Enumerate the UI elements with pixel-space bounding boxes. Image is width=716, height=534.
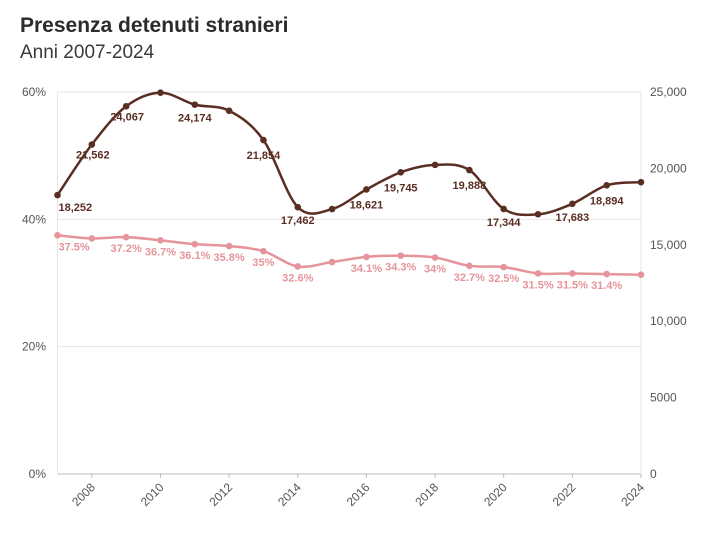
data-point (363, 186, 370, 193)
series-line (56, 91, 643, 217)
y-left-tick-label: 0% (29, 467, 47, 481)
data-point (54, 231, 61, 239)
data-point (88, 235, 96, 242)
data-point (534, 210, 542, 218)
data-label: 32.6% (282, 272, 313, 284)
data-label: 24,174 (178, 113, 213, 125)
data-point (534, 270, 542, 277)
x-tick-label: 2008 (69, 480, 98, 509)
data-point (191, 240, 199, 248)
data-label: 21,562 (76, 150, 110, 162)
data-label: 35% (252, 257, 274, 269)
data-point (637, 271, 645, 279)
data-point (260, 247, 267, 255)
chart-subtitle: Anni 2007-2024 (20, 42, 155, 63)
data-point (294, 203, 302, 211)
data-label: 37.2% (111, 243, 142, 255)
data-label: 31.5% (557, 279, 588, 291)
data-point (500, 205, 508, 213)
data-point (191, 101, 199, 108)
data-point (225, 107, 233, 115)
data-label: 24,067 (110, 111, 144, 123)
data-point (122, 233, 130, 241)
data-label: 35.8% (214, 252, 245, 264)
data-point (294, 263, 302, 270)
y-right-tick-label: 10,000 (650, 314, 687, 328)
data-label: 34.1% (351, 263, 382, 275)
data-point (122, 102, 130, 110)
data-label: 37.5% (59, 241, 90, 253)
y-right-tick-label: 5000 (650, 391, 677, 405)
x-tick-label: 2020 (481, 480, 510, 509)
data-point (569, 200, 576, 208)
data-point (260, 136, 267, 144)
data-label: 32.7% (454, 272, 485, 284)
data-point (88, 141, 96, 148)
data-point (328, 258, 336, 266)
data-label: 19,888 (453, 180, 487, 192)
data-point (363, 253, 370, 261)
data-point (157, 237, 164, 244)
y-right-tick-label: 20,000 (650, 161, 687, 175)
data-point (603, 270, 610, 278)
data-point (328, 205, 336, 213)
data-label: 17,344 (487, 217, 522, 229)
data-point (54, 191, 61, 199)
data-point (431, 254, 439, 261)
data-label: 18,252 (59, 202, 93, 214)
data-point (500, 263, 508, 271)
data-label: 36.7% (145, 246, 176, 258)
y-right-tick-label: 25,000 (650, 85, 687, 99)
data-label: 32.5% (488, 273, 519, 285)
data-label: 36.1% (179, 250, 210, 262)
data-point (466, 166, 473, 174)
y-left-tick-label: 40% (22, 212, 46, 226)
x-tick-label: 2018 (412, 480, 441, 509)
data-point (157, 89, 164, 97)
data-label: 18,621 (350, 199, 384, 211)
x-tick-label: 2012 (206, 480, 235, 509)
x-tick-label: 2010 (138, 480, 167, 509)
y-right-tick-label: 0 (650, 467, 657, 481)
x-tick-label: 2014 (275, 480, 304, 509)
data-point (397, 252, 405, 259)
data-point (397, 168, 405, 176)
data-label: 31.5% (522, 279, 553, 291)
data-point (603, 181, 610, 189)
data-label: 34% (424, 264, 446, 276)
data-label: 17,683 (556, 212, 590, 224)
data-point (225, 242, 233, 250)
data-point (637, 178, 645, 186)
data-label: 21,854 (247, 150, 282, 162)
data-point (569, 270, 576, 277)
data-label: 18,894 (590, 195, 625, 207)
x-tick-label: 2024 (618, 480, 647, 509)
data-point (466, 262, 473, 270)
x-tick-label: 2016 (344, 480, 373, 509)
data-label: 34.3% (385, 262, 416, 274)
data-label: 31.4% (591, 280, 622, 292)
data-point (431, 161, 439, 169)
y-left-tick-label: 60% (22, 85, 46, 99)
chart-title: Presenza detenuti stranieri (20, 14, 289, 37)
y-right-tick-label: 15,000 (650, 238, 687, 252)
x-tick-label: 2022 (550, 480, 579, 509)
data-label: 19,745 (384, 182, 418, 194)
data-label: 17,462 (281, 215, 315, 227)
y-left-tick-label: 20% (22, 340, 46, 354)
